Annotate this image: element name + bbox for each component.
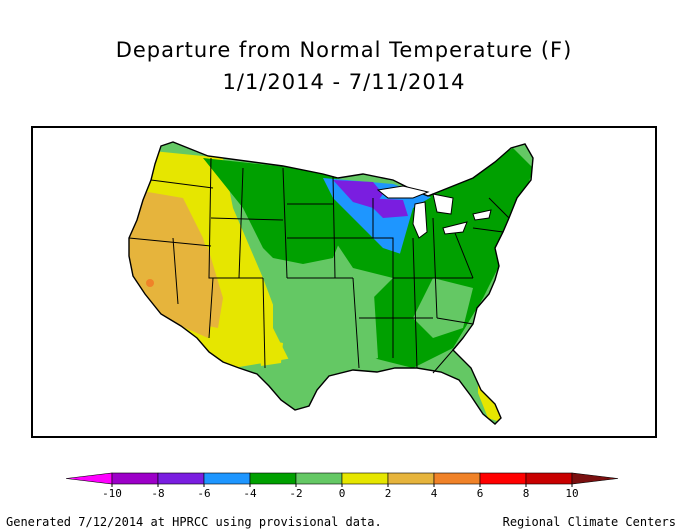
legend-tick-label: 6 (477, 487, 484, 500)
legend-swatch (387, 472, 435, 485)
map-panel (31, 126, 657, 438)
legend-tick-label: 2 (385, 487, 392, 500)
legend-swatch (525, 472, 573, 485)
legend-swatch (249, 472, 297, 485)
legend-swatch (157, 472, 205, 485)
legend-swatch (203, 472, 251, 485)
legend-swatch (571, 472, 619, 485)
legend-swatch (479, 472, 527, 485)
temperature-fields (129, 142, 533, 424)
temperature-departure-map (128, 141, 534, 425)
legend-tick-label: 10 (565, 487, 578, 500)
map-date-range: 1/1/2014 - 7/11/2014 (222, 70, 466, 94)
legend-tick-label: -8 (151, 487, 164, 500)
state-boundaries (128, 141, 534, 425)
legend-swatch (341, 472, 389, 485)
great-lakes (376, 185, 492, 239)
color-legend: -10 -8 -6 -4 -2 0 2 4 6 8 10 (66, 472, 619, 500)
legend-tick-label: -6 (197, 487, 210, 500)
legend-tick-label: -4 (243, 487, 257, 500)
legend-swatch (66, 472, 113, 485)
legend-tick-label: 8 (523, 487, 530, 500)
legend-tick-label: 4 (431, 487, 438, 500)
legend-tick-label: 0 (339, 487, 346, 500)
map-title: Departure from Normal Temperature (F) (115, 38, 573, 62)
legend-swatch (295, 472, 343, 485)
legend-swatch (433, 472, 481, 485)
legend-swatch (111, 472, 159, 485)
legend-tick-label: -2 (289, 487, 302, 500)
legend-tick-label: -10 (102, 487, 122, 500)
generated-note: Generated 7/12/2014 at HPRCC using provi… (6, 515, 382, 529)
source-credit: Regional Climate Centers (502, 515, 676, 529)
